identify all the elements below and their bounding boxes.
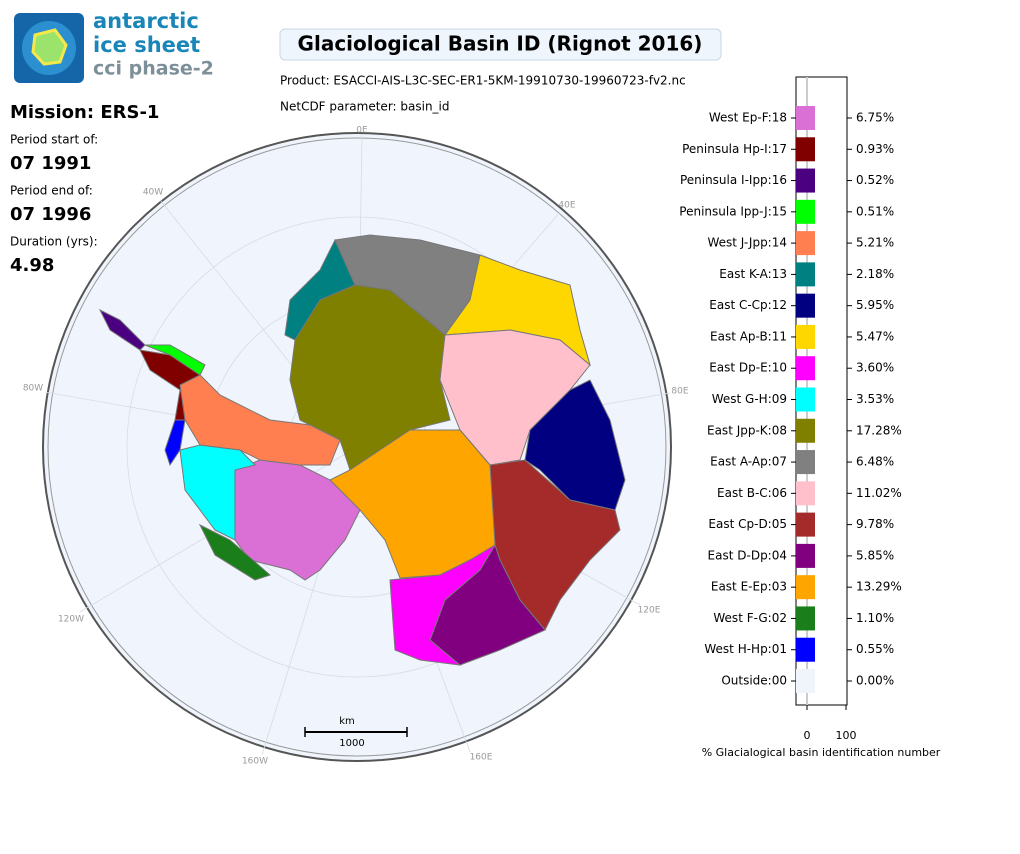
legend-percent: 5.95% <box>856 298 894 312</box>
legend-label: East D-Dp:04 <box>708 548 787 562</box>
legend-label: East B-C:06 <box>717 486 787 500</box>
legend-swatch <box>796 231 815 256</box>
legend-percent: 3.60% <box>856 361 894 375</box>
graticule-label: 120W <box>58 615 84 625</box>
graticule-label: 40E <box>558 201 575 211</box>
legend-swatch <box>796 512 815 537</box>
info-value: 07 1996 <box>10 204 91 225</box>
map: 0E 40E 80E 120E 160E 160W 120W 80W 40W km 1000 <box>23 126 689 767</box>
legend-swatch <box>796 637 815 662</box>
legend-swatch <box>796 137 815 162</box>
title-box <box>279 28 722 61</box>
legend-label: East Ap-B:11 <box>710 329 787 343</box>
legend-label: Outside:00 <box>721 674 787 688</box>
legend-label: East C-Cp:12 <box>709 298 787 312</box>
legend-percent: 0.55% <box>856 642 894 656</box>
legend-percent: 0.93% <box>856 142 894 156</box>
legend-percent: 9.78% <box>856 517 894 531</box>
legend-swatch <box>796 262 815 287</box>
graticule-label: 0E <box>356 126 368 136</box>
graticule-label: 160E <box>470 753 493 763</box>
logo-continent <box>31 28 68 66</box>
parameter: NetCDF parameter: basin_id <box>280 100 450 114</box>
map-frame-inner <box>47 137 667 757</box>
legend-swatch <box>796 324 815 349</box>
x-tick-label: 0 <box>804 729 811 742</box>
x-axis-label: % Glacialogical basin identification num… <box>702 746 941 759</box>
product: Product: ESACCI-AIS-L3C-SEC-ER1-5KM-1991… <box>280 74 686 88</box>
legend: 0 100 % Glacialogical basin identificati… <box>679 76 941 759</box>
legend-label: West H-Hp:01 <box>704 642 787 656</box>
basin <box>179 374 341 466</box>
legend-swatch <box>796 106 815 130</box>
graticule-label: 160W <box>242 757 268 767</box>
legend-label: West G-H:09 <box>712 392 787 406</box>
basins <box>98 234 626 666</box>
mission-title: Mission: ERS-1 <box>10 102 159 123</box>
legend-label: Peninsula Hp-I:17 <box>682 142 787 156</box>
info-value: 07 1991 <box>10 153 91 174</box>
info-label: Duration (yrs): <box>10 235 98 249</box>
legend-percent: 5.85% <box>856 548 894 562</box>
legend-swatch <box>796 293 815 318</box>
legend-percent: 13.29% <box>856 580 902 594</box>
legend-swatch <box>796 543 815 568</box>
title: Glaciological Basin ID (Rignot 2016) <box>298 32 703 56</box>
legend-percent: 0.00% <box>856 674 894 688</box>
legend-percent: 1.10% <box>856 611 894 625</box>
legend-swatch <box>796 575 815 600</box>
legend-percent: 0.51% <box>856 204 894 218</box>
legend-label: Peninsula Ipp-J:15 <box>679 204 787 218</box>
legend-swatch <box>796 669 815 693</box>
legend-percent: 6.75% <box>856 111 894 125</box>
graticule-label: 40W <box>143 188 163 198</box>
legend-swatch <box>796 387 815 412</box>
legend-swatch <box>796 199 815 224</box>
x-tick-label: 100 <box>836 729 857 742</box>
graticule-label: 80W <box>23 384 43 394</box>
legend-percent: 2.18% <box>856 267 894 281</box>
legend-label: East Dp-E:10 <box>709 361 787 375</box>
graticule-label: 120E <box>638 606 661 616</box>
logo-text: cci phase-2 <box>93 58 214 80</box>
legend-swatch <box>796 450 815 475</box>
basin <box>198 523 271 581</box>
basin <box>144 344 206 376</box>
legend-label: Peninsula I-Ipp:16 <box>680 173 787 187</box>
legend-label: East A-Ap:07 <box>710 455 787 469</box>
legend-percent: 17.28% <box>856 423 902 437</box>
scale-unit: km <box>339 716 355 727</box>
info-label: Period end of: <box>10 184 93 198</box>
legend-label: West Ep-F:18 <box>709 111 787 125</box>
legend-swatch <box>796 168 815 193</box>
basin <box>98 308 146 351</box>
legend-label: East Cp-D:05 <box>708 517 787 531</box>
legend-percent: 5.21% <box>856 236 894 250</box>
legend-label: East K-A:13 <box>719 267 787 281</box>
graticule-label: 80E <box>671 387 688 397</box>
legend-percent: 0.52% <box>856 173 894 187</box>
logo-text: ice sheet <box>93 33 200 57</box>
legend-swatch <box>796 356 815 381</box>
info-label: Period start of: <box>10 133 98 147</box>
legend-label: East Jpp-K:08 <box>707 423 787 437</box>
info-value: 4.98 <box>10 255 54 276</box>
legend-swatch <box>796 418 815 443</box>
legend-swatch <box>796 606 815 631</box>
legend-label: East E-Ep:03 <box>711 580 787 594</box>
legend-percent: 11.02% <box>856 486 902 500</box>
legend-percent: 5.47% <box>856 329 894 343</box>
graticule-labels: 0E 40E 80E 120E 160E 160W 120W 80W 40W <box>23 126 689 767</box>
legend-swatch <box>796 481 815 506</box>
legend-label: West J-Jpp:14 <box>707 236 787 250</box>
legend-label: West F-G:02 <box>713 611 787 625</box>
legend-percent: 3.53% <box>856 392 894 406</box>
basin <box>389 544 496 666</box>
legend-percent: 6.48% <box>856 455 894 469</box>
logo-text: antarctic <box>93 9 199 33</box>
scale-length: 1000 <box>339 738 364 749</box>
